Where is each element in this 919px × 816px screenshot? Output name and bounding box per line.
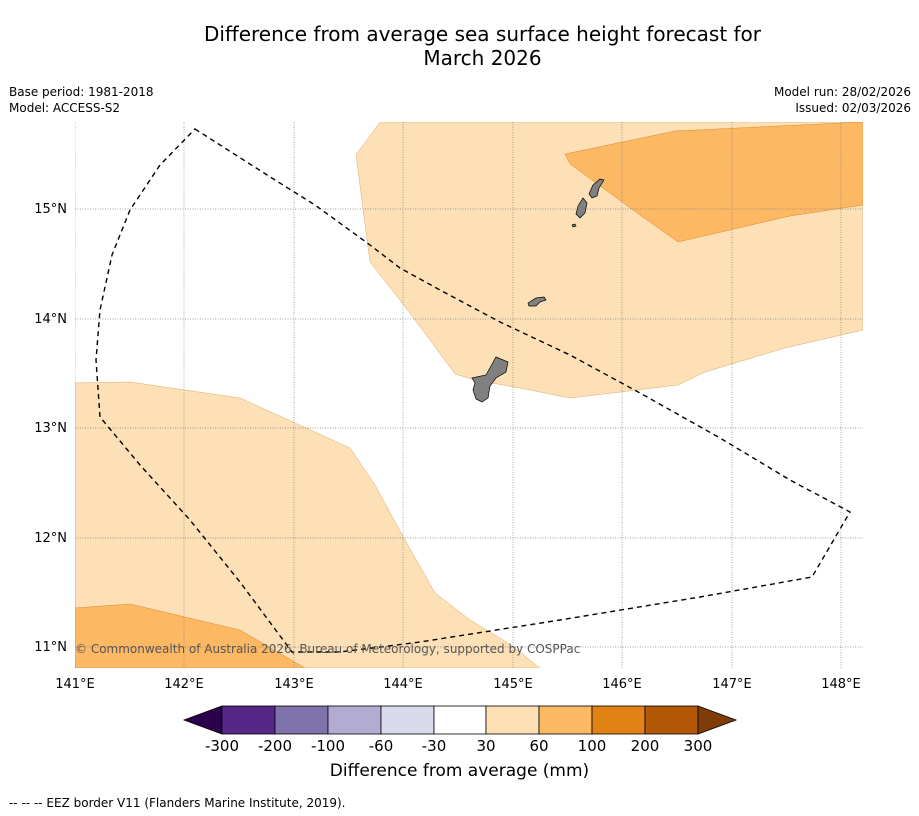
colorbar-labels: -300 -200 -100 -60 -30 30 60 100 200 300 [205, 737, 712, 755]
eez-border [95, 128, 851, 653]
colorbar-label-7: 100 [578, 737, 607, 755]
colorbar-bin-4 [380, 705, 435, 735]
anomaly-region-light-southwest [75, 381, 541, 668]
colorbar-label-4: -30 [422, 737, 447, 755]
axis-labels: 141°E 142°E 143°E 144°E 145°E 146°E 147°… [34, 202, 861, 692]
lat-label-14: 14°N [34, 312, 67, 327]
island-rota [527, 296, 547, 307]
issued-text: Issued: 02/03/2026 [795, 101, 911, 115]
colorbar-label-1: -200 [258, 737, 292, 755]
colorbar-extend-above [697, 705, 738, 735]
colorbar-bin-7 [538, 705, 593, 735]
lon-label-144: 144°E [383, 677, 423, 692]
colorbar-bin-9 [644, 705, 699, 735]
anomaly-region-mid-northeast [564, 122, 863, 243]
colorbar-label-5: 30 [476, 737, 495, 755]
island-guam [471, 356, 509, 403]
colorbar-label-0: -300 [205, 737, 239, 755]
colorbar-bin-1 [221, 705, 276, 735]
colorbar-label-8: 200 [631, 737, 660, 755]
lon-label-148: 148°E [821, 677, 861, 692]
map-area: © Commonwealth of Australia 2026, Bureau… [75, 122, 863, 668]
lon-label-146: 146°E [602, 677, 642, 692]
colorbar-extend-below [182, 705, 223, 735]
lat-label-13: 13°N [34, 421, 67, 436]
colorbar-label-3: -60 [369, 737, 394, 755]
land-masses [471, 178, 605, 403]
map-title-line2: March 2026 [423, 46, 542, 70]
island-aguijan [571, 223, 577, 228]
colorbar-bin-2 [274, 705, 329, 735]
lon-label-142: 142°E [164, 677, 204, 692]
map-title: Difference from average sea surface heig… [0, 22, 919, 70]
model-run-text: Model run: 28/02/2026 [773, 85, 911, 99]
lon-label-145: 145°E [493, 677, 533, 692]
eez-legend-text: -- -- -- EEZ border V11 (Flanders Marine… [9, 796, 346, 810]
lon-label-141: 141°E [55, 677, 95, 692]
base-period-text: Base period: 1981-2018 [9, 85, 154, 99]
gridlines [75, 122, 863, 668]
colorbar-bin-8 [591, 705, 646, 735]
island-tinian [575, 197, 588, 219]
lat-label-12: 12°N [34, 531, 67, 546]
colorbar-bin-6 [485, 705, 540, 735]
map-title-line1: Difference from average sea surface heig… [203, 22, 762, 46]
colorbar-label-6: 60 [529, 737, 548, 755]
lat-label-15: 15°N [34, 202, 67, 217]
meta-left: Base period: 1981-2018 Model: ACCESS-S2 [9, 84, 154, 116]
lon-label-147: 147°E [712, 677, 752, 692]
lat-label-11: 11°N [34, 640, 67, 655]
lon-label-143: 143°E [274, 677, 314, 692]
copyright-text: © Commonwealth of Australia 2026, Bureau… [75, 642, 580, 656]
meta-right: Model run: 28/02/2026 Issued: 02/03/2026 [774, 84, 911, 116]
colorbar-label-2: -100 [311, 737, 345, 755]
model-text: Model: ACCESS-S2 [9, 101, 121, 115]
anomaly-region-mid-southwest [75, 603, 306, 668]
colorbar-bin-3 [327, 705, 382, 735]
colorbar-title: Difference from average (mm) [329, 761, 590, 781]
colorbar-label-9: 300 [684, 737, 713, 755]
colorbar [182, 705, 738, 735]
colorbar-bin-5 [433, 705, 487, 735]
island-saipan [588, 178, 605, 199]
